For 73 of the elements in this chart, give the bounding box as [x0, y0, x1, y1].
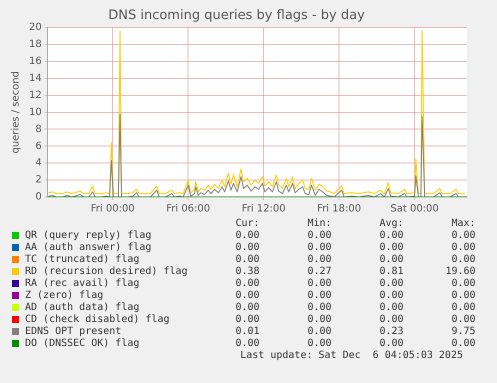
x-tick-label: Fri 12:00 [242, 204, 286, 215]
text: 0.00 [306, 314, 332, 326]
text: 0.00 [234, 278, 260, 290]
y-tick-label: 14 [28, 73, 42, 84]
text: Min: [306, 218, 332, 230]
text: 0.27 [306, 266, 332, 278]
y-tick-label: 0 [35, 192, 42, 203]
text: 0.00 [378, 338, 404, 350]
chart-title: DNS incoming queries by flags - by day [108, 8, 366, 24]
x-tick-label: Sat 00:00 [390, 204, 439, 215]
y-tick-label: 2 [35, 174, 42, 186]
text: 0.00 [306, 278, 332, 290]
text: 0.00 [306, 230, 332, 242]
legend-label: AD (auth data) flag [24, 302, 140, 314]
text: 0.00 [234, 242, 260, 254]
text: 0.00 [450, 302, 476, 314]
text: 0.00 [450, 254, 476, 266]
y-tick-label: 10 [28, 106, 42, 118]
text: 0.00 [378, 230, 404, 242]
legend-label: QR (query reply) flag [24, 230, 152, 242]
text: 0.00 [234, 314, 260, 326]
text: 0.00 [234, 254, 260, 266]
text: 0.00 [306, 326, 332, 338]
legend-label: AA (auth answer) flag [24, 242, 152, 254]
text: 0.00 [450, 314, 476, 326]
text: 0.01 [234, 326, 260, 338]
text: 0.00 [306, 338, 332, 350]
text: 0.00 [378, 302, 404, 314]
legend-label: RD (recursion desired) flag [24, 266, 188, 278]
x-tick-label: Fri 00:00 [90, 204, 135, 215]
text: 0.00 [450, 230, 476, 242]
text: 0.00 [450, 242, 476, 254]
text: 0.81 [378, 266, 404, 278]
text: 0.00 [306, 254, 332, 266]
text: 0.00 [378, 254, 404, 266]
legend-label: EDNS OPT present [24, 326, 122, 338]
y-tick-label: 8 [35, 124, 42, 135]
text: 0.00 [450, 290, 476, 302]
legend-label: Z (zero) flag [24, 290, 104, 302]
legend-label: RA (rec avail) flag [24, 278, 140, 290]
text: 0.00 [378, 242, 404, 254]
text: 9.75 [450, 326, 476, 338]
text: Max: [450, 218, 476, 230]
text: 0.00 [234, 338, 260, 350]
text: Cur: [234, 218, 260, 230]
text: Last update: Sat Dec 6 04:05:03 2025 [239, 350, 463, 361]
text: 0.00 [378, 314, 404, 326]
text: 0.00 [450, 278, 476, 290]
legend-label: CD (check disabled) flag [24, 314, 170, 326]
text: 0.00 [306, 290, 332, 302]
text: 0.00 [306, 242, 332, 254]
text: 0.00 [234, 230, 260, 242]
legend-label: DO (DNSSEC OK) flag [24, 338, 140, 350]
text: 0.38 [234, 266, 260, 278]
y-tick-label: 16 [28, 56, 42, 68]
y-axis-title: queries / second [10, 71, 22, 154]
text: 19.60 [444, 266, 476, 278]
y-tick-label: 6 [35, 140, 42, 152]
y-tick-label: 12 [28, 90, 42, 101]
legend-label: TC (truncated) flag [24, 254, 140, 266]
x-tick-label: Fri 06:00 [166, 204, 210, 215]
x-tick-label: Fri 18:00 [317, 204, 362, 215]
y-tick-label: 18 [28, 39, 42, 50]
text: 0.00 [306, 302, 332, 314]
text: 0.00 [450, 338, 476, 350]
text: 0.23 [378, 326, 404, 338]
text: 0.00 [234, 302, 260, 314]
text: 0.00 [378, 278, 404, 290]
text: 0.00 [378, 290, 404, 302]
text: 0.00 [234, 290, 260, 302]
y-tick-label: 20 [28, 22, 42, 34]
text: Avg: [378, 218, 404, 230]
y-tick-label: 4 [35, 158, 42, 169]
